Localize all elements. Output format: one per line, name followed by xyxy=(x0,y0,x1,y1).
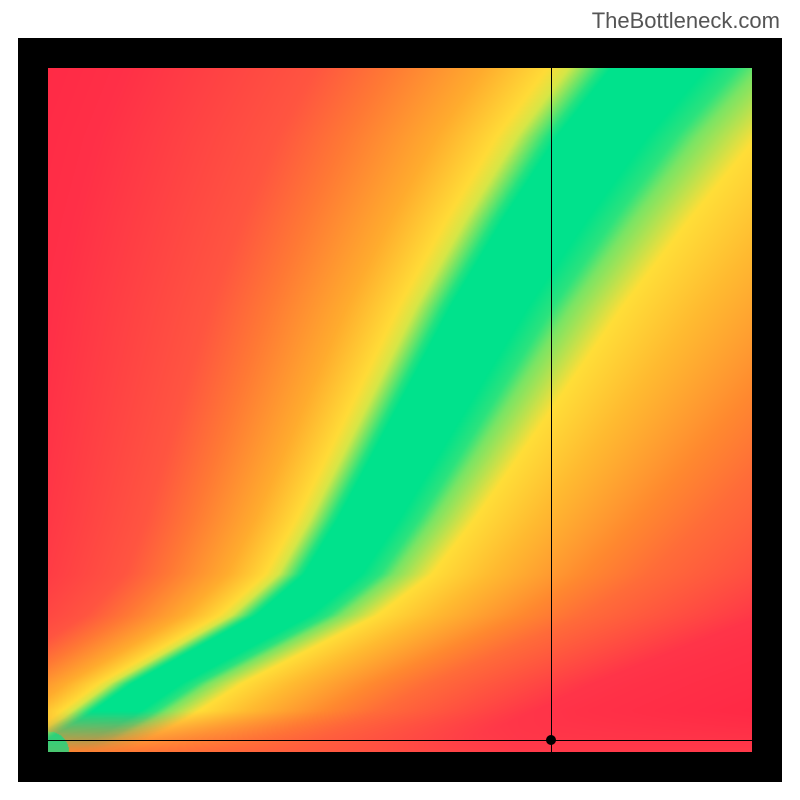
plot-area xyxy=(48,68,752,752)
watermark-text: TheBottleneck.com xyxy=(592,8,780,34)
chart-container: { "watermark": { "text": "TheBottleneck.… xyxy=(0,0,800,800)
crosshair-vertical xyxy=(551,68,552,752)
heatmap-canvas xyxy=(48,68,752,752)
crosshair-horizontal xyxy=(48,740,752,741)
